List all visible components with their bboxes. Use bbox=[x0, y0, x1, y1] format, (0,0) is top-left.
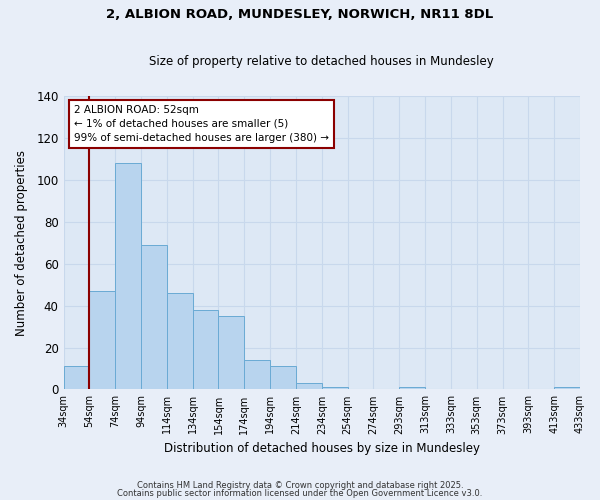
Bar bbox=[270, 366, 296, 390]
Bar bbox=[141, 245, 167, 390]
Bar bbox=[218, 316, 244, 390]
Bar bbox=[244, 360, 270, 390]
Text: Contains public sector information licensed under the Open Government Licence v3: Contains public sector information licen… bbox=[118, 488, 482, 498]
Bar bbox=[115, 163, 141, 390]
Bar bbox=[322, 388, 347, 390]
X-axis label: Distribution of detached houses by size in Mundesley: Distribution of detached houses by size … bbox=[164, 442, 480, 455]
Bar bbox=[193, 310, 218, 390]
Y-axis label: Number of detached properties: Number of detached properties bbox=[15, 150, 28, 336]
Bar bbox=[64, 366, 89, 390]
Text: Contains HM Land Registry data © Crown copyright and database right 2025.: Contains HM Land Registry data © Crown c… bbox=[137, 481, 463, 490]
Text: 2, ALBION ROAD, MUNDESLEY, NORWICH, NR11 8DL: 2, ALBION ROAD, MUNDESLEY, NORWICH, NR11… bbox=[106, 8, 494, 20]
Bar bbox=[296, 383, 322, 390]
Bar bbox=[89, 291, 115, 390]
Text: 2 ALBION ROAD: 52sqm
← 1% of detached houses are smaller (5)
99% of semi-detache: 2 ALBION ROAD: 52sqm ← 1% of detached ho… bbox=[74, 105, 329, 143]
Bar bbox=[399, 388, 425, 390]
Bar bbox=[554, 388, 580, 390]
Title: Size of property relative to detached houses in Mundesley: Size of property relative to detached ho… bbox=[149, 56, 494, 68]
Bar bbox=[167, 293, 193, 390]
